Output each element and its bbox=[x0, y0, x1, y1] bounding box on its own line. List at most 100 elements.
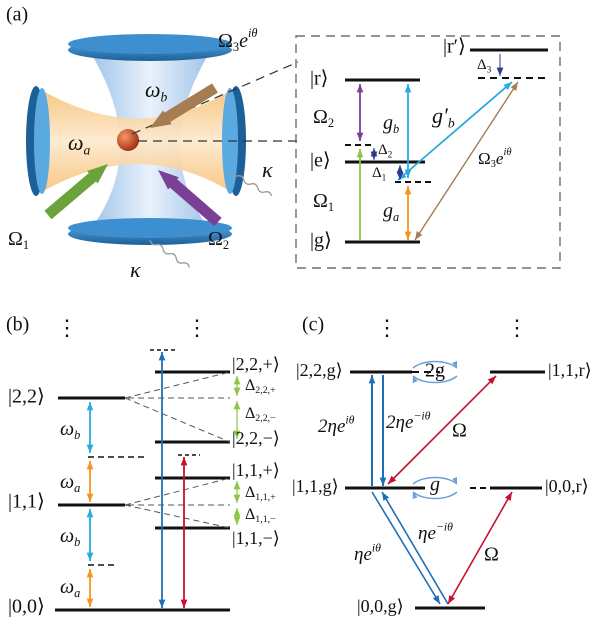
label: (b) bbox=[6, 314, 29, 336]
label-part: a bbox=[74, 586, 80, 600]
label: |2,2,g⟩ bbox=[296, 360, 343, 380]
arrow-head bbox=[356, 132, 364, 141]
arrow-head bbox=[504, 492, 512, 501]
arrow-head bbox=[448, 595, 456, 604]
label: Ω bbox=[484, 544, 499, 566]
label: g bbox=[430, 474, 440, 496]
label: Ω3eiθ bbox=[218, 26, 258, 54]
label-part: 3 bbox=[233, 40, 239, 54]
arrow-head bbox=[432, 595, 440, 604]
label-part: b bbox=[448, 116, 455, 131]
label-part: ω bbox=[68, 130, 84, 155]
label-part: 2 bbox=[388, 151, 393, 161]
label-part: Ω bbox=[218, 30, 233, 52]
label-part: Δ bbox=[245, 484, 255, 501]
label-part: Δ bbox=[245, 377, 255, 394]
label-part: Ω bbox=[208, 228, 223, 250]
arrow-head bbox=[180, 599, 188, 608]
label: gb bbox=[383, 112, 399, 136]
arrow-head bbox=[452, 361, 458, 368]
label-part: Ω bbox=[478, 149, 491, 168]
label: ωb bbox=[60, 525, 80, 549]
arrow-head bbox=[233, 430, 241, 439]
label-part: e bbox=[405, 412, 413, 433]
label-part: 1 bbox=[382, 174, 387, 184]
arrow-head bbox=[86, 493, 94, 502]
arrow-head bbox=[382, 492, 390, 501]
label: κ bbox=[262, 157, 273, 182]
pump-beam bbox=[159, 83, 218, 126]
arrow-head bbox=[370, 148, 378, 157]
label-part: η bbox=[354, 544, 363, 565]
label: Δ2,2,− bbox=[245, 405, 276, 424]
arrow-head bbox=[496, 67, 504, 76]
label: ⋮ bbox=[56, 315, 78, 340]
arrow bbox=[387, 375, 497, 485]
arrow-head bbox=[356, 84, 364, 93]
arrow-head bbox=[379, 477, 387, 486]
label-part: 2η bbox=[318, 416, 337, 437]
label: |1,1,+⟩ bbox=[232, 460, 280, 480]
label: Δ2,2,+ bbox=[245, 377, 276, 396]
arrow-head bbox=[368, 375, 376, 384]
label-part: e bbox=[496, 149, 504, 168]
label-part: 1 bbox=[23, 238, 29, 252]
label: κ bbox=[130, 257, 141, 282]
arrow-head bbox=[233, 494, 241, 503]
label: |0,0⟩ bbox=[8, 596, 45, 618]
label: ωb bbox=[145, 77, 168, 105]
label-part: Δ bbox=[378, 142, 388, 158]
exchange-arc bbox=[412, 491, 458, 500]
label: 2g bbox=[425, 360, 445, 382]
label-part: 2 bbox=[223, 238, 229, 252]
arrow-head bbox=[510, 82, 518, 91]
label-part: 2,2,+ bbox=[255, 385, 276, 396]
arrow-head bbox=[158, 352, 166, 361]
arrow-head bbox=[233, 376, 241, 385]
label-part: e bbox=[427, 523, 435, 544]
label-part: 2 bbox=[328, 116, 334, 130]
arrow-head bbox=[233, 481, 241, 490]
inset-frame bbox=[295, 35, 561, 269]
label: Δ1 bbox=[372, 165, 387, 183]
label: |1,1,r⟩ bbox=[548, 360, 592, 380]
arrow-head bbox=[487, 376, 496, 385]
label-part: ω bbox=[60, 525, 74, 547]
label-part: 3 bbox=[487, 66, 492, 76]
label-part: 2,2,− bbox=[255, 413, 276, 424]
label-part: b bbox=[393, 122, 399, 136]
label-part: Δ bbox=[245, 506, 255, 523]
arrow-head bbox=[388, 475, 397, 484]
label-part: e bbox=[363, 544, 371, 565]
label-part: b bbox=[161, 90, 168, 105]
label: (c) bbox=[302, 314, 324, 336]
exchange-arc bbox=[412, 476, 458, 485]
atom bbox=[117, 129, 139, 151]
label: |r⟩ bbox=[310, 68, 328, 90]
label-part: e bbox=[239, 30, 248, 52]
label-part: ω bbox=[145, 77, 161, 102]
pump-beam bbox=[44, 168, 101, 220]
label-part: ω bbox=[60, 418, 74, 440]
exchange-arc bbox=[412, 360, 458, 369]
exchange-arc bbox=[412, 375, 458, 384]
label: ωa bbox=[60, 576, 80, 600]
arrow-head bbox=[86, 569, 94, 578]
label: ⋮ bbox=[376, 315, 398, 340]
arrow-head bbox=[396, 171, 404, 180]
arrow-head bbox=[180, 457, 188, 466]
label: |1,1⟩ bbox=[8, 491, 45, 513]
label: Ω3eiθ bbox=[478, 148, 512, 171]
arrow-head bbox=[158, 170, 179, 190]
arrow-head bbox=[86, 598, 94, 607]
arrow-head bbox=[356, 149, 364, 158]
label-part: Ω bbox=[313, 190, 328, 212]
label-part: ω bbox=[60, 471, 74, 493]
arrow-head bbox=[404, 84, 412, 93]
label-part: iθ bbox=[248, 26, 258, 40]
label-part: g bbox=[383, 200, 393, 222]
arrow-head bbox=[86, 461, 94, 470]
label: ωb bbox=[60, 418, 80, 442]
arrow-head bbox=[86, 552, 94, 561]
